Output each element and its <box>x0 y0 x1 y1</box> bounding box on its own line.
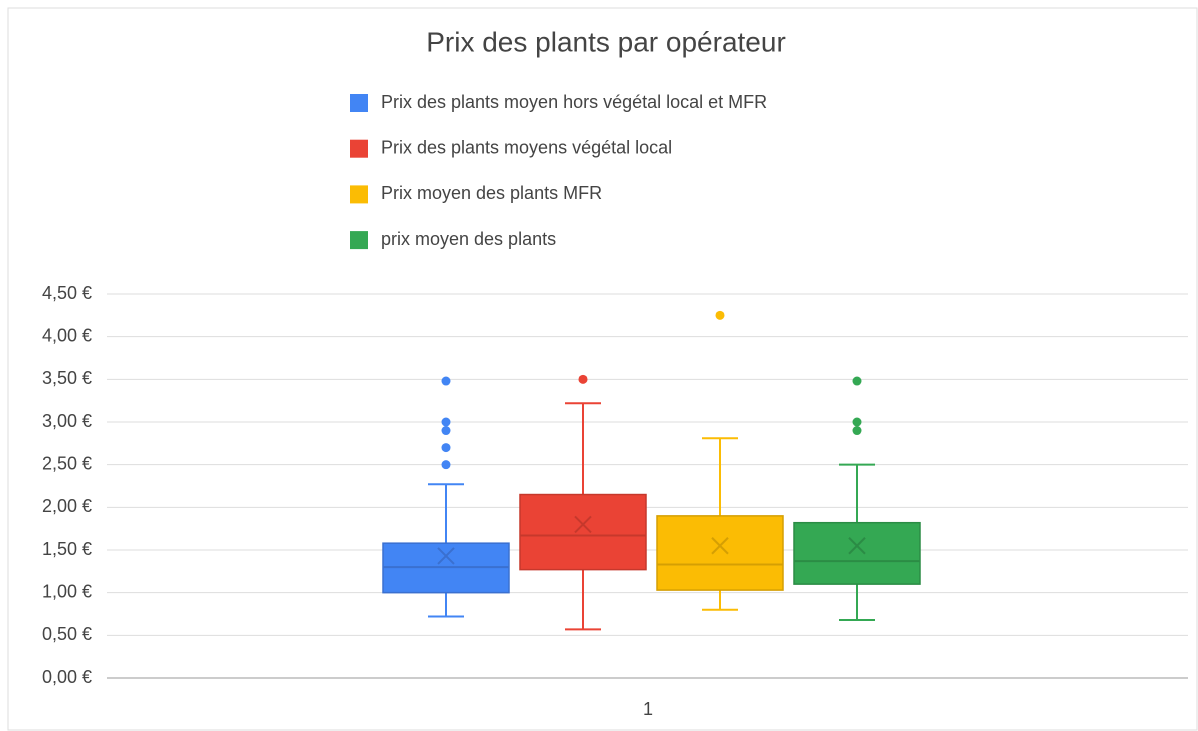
x-tick-label: 1 <box>643 699 653 719</box>
y-tick-label: 0,00 € <box>42 667 92 687</box>
box <box>656 515 784 591</box>
legend-swatch <box>350 185 368 204</box>
legend-label: Prix des plants moyen hors végétal local… <box>381 92 767 112</box>
legend-swatch <box>350 139 368 158</box>
outlier <box>441 443 451 453</box>
mean-marker <box>437 547 455 565</box>
y-tick-label: 3,50 € <box>42 368 92 388</box>
y-tick-label: 1,00 € <box>42 581 92 601</box>
y-tick-label: 2,50 € <box>42 453 92 473</box>
y-tick-label: 0,50 € <box>42 624 92 644</box>
outlier <box>852 376 862 386</box>
outlier <box>852 417 862 427</box>
chart-frame <box>7 7 1198 731</box>
outlier <box>441 417 451 427</box>
outlier <box>852 426 862 436</box>
legend-label: Prix des plants moyens végétal local <box>381 137 672 157</box>
y-tick-label: 4,50 € <box>42 283 92 303</box>
y-tick-label: 4,00 € <box>42 325 92 345</box>
y-tick-label: 3,00 € <box>42 411 92 431</box>
outlier <box>578 374 588 384</box>
y-tick-label: 2,00 € <box>42 496 92 516</box>
outlier <box>441 426 451 436</box>
chart-title: Prix des plants par opérateur <box>426 26 786 57</box>
outlier <box>715 310 725 320</box>
box <box>793 521 921 585</box>
box <box>519 493 647 571</box>
mean-marker <box>711 537 729 555</box>
legend-swatch <box>350 231 368 250</box>
legend-label: prix moyen des plants <box>381 229 556 249</box>
mean-marker <box>574 515 592 534</box>
mean-marker <box>848 537 866 555</box>
outlier <box>441 376 451 386</box>
outlier <box>441 460 451 470</box>
legend-swatch <box>350 94 368 112</box>
legend-label: Prix moyen des plants MFR <box>381 183 602 203</box>
y-tick-label: 1,50 € <box>42 539 92 559</box>
